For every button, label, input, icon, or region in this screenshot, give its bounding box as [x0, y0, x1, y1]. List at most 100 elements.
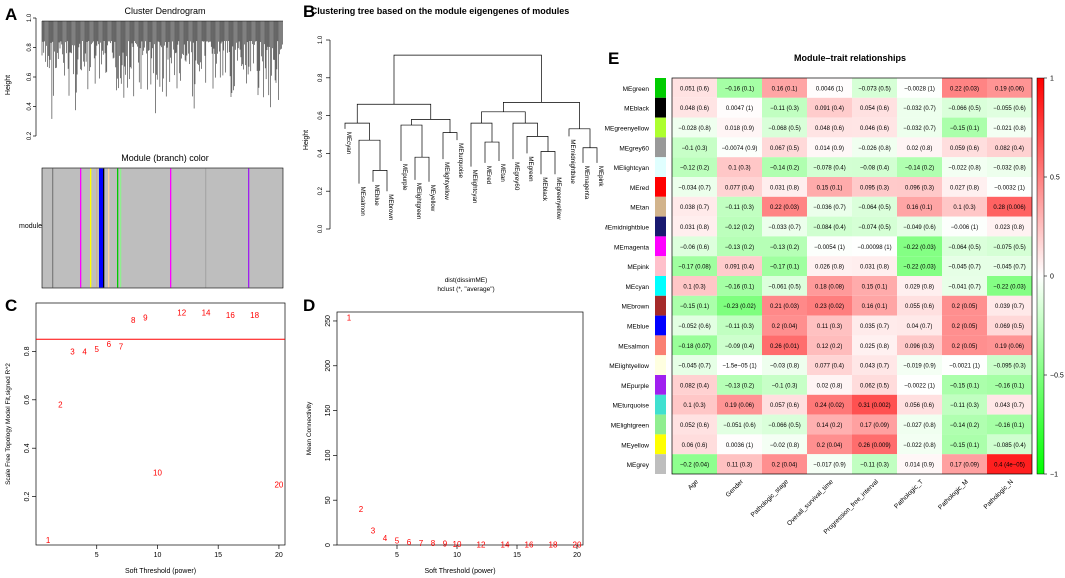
heatmap-cell — [762, 375, 807, 395]
heatmap-cell-value: 0.06 (0.6) — [682, 443, 708, 449]
tree-leaf-label: MEpink — [597, 166, 604, 188]
b-x-label-2: hclust (*, "average") — [437, 286, 494, 293]
tree-node-root — [393, 54, 542, 105]
tree-leaf-label: MEsalmon — [359, 187, 366, 217]
heatmap-cell — [717, 157, 762, 177]
panel-a-dendrogram: Cluster Dendrogram 0.2 0.4 0.6 0.8 1.0 Height M… — [5, 6, 284, 289]
module-row-name: MEred — [630, 185, 650, 192]
heatmap-cell-value: −0.075 (0.5) — [993, 245, 1026, 251]
heatmap-cell-value: 0.038 (0.7) — [680, 205, 709, 211]
panel-label-c: C — [5, 296, 18, 315]
x-tick-label: 15 — [214, 552, 222, 559]
trait-label: Pathologic_stage — [750, 478, 790, 518]
heatmap-cell — [762, 434, 807, 455]
heatmap-cell-value: −0.11 (0.3) — [725, 324, 754, 330]
module-row-label: module — [19, 223, 42, 230]
heatmap-cell — [897, 177, 942, 197]
heatmap-cell-value: 0.025 (0.8) — [860, 344, 889, 350]
heatmap-cell-value: 0.2 (0.04) — [772, 324, 798, 330]
heatmap-cell — [672, 375, 717, 395]
heatmap-cell-value: 0.069 (0.5) — [995, 324, 1024, 330]
b-y-tick-label: 0.6 — [318, 111, 324, 120]
heatmap-cell-value: 0.043 (0.7) — [860, 364, 889, 370]
a-y-tick-label: 0.6 — [27, 72, 33, 81]
heatmap-cell — [762, 117, 807, 138]
heatmap-cell-value: −0.026 (0.8) — [858, 146, 891, 152]
heatmap-cell-value: −0.052 (0.6) — [678, 324, 711, 330]
heatmap-cell — [717, 454, 762, 474]
tree-leaf-label: MEcyan — [345, 132, 352, 155]
heatmap-cell-value: −0.09 (0.4) — [725, 344, 754, 350]
heatmap-cell-value: −0.22 (0.03) — [993, 284, 1026, 290]
heatmap-cell-value: −0.02 (0.8) — [770, 443, 799, 449]
point-label: 2 — [359, 505, 364, 514]
heatmap-cell — [987, 137, 1032, 158]
heatmap-cell — [987, 216, 1032, 237]
heatmap-cell-value: 0.026 (0.8) — [815, 265, 844, 271]
heatmap-cell — [807, 97, 852, 118]
heatmap-cell-value: 0.21 (0.03) — [770, 304, 799, 310]
heatmap-cell — [762, 78, 807, 98]
heatmap-cell-value: 0.057 (0.6) — [770, 403, 799, 409]
b-y-axis-label: Height — [303, 130, 310, 150]
module-color-swatch — [655, 196, 666, 217]
point-label: 20 — [573, 541, 582, 550]
heatmap-cell — [807, 236, 852, 257]
heatmap-cell-value: −0.0028 (1) — [904, 86, 935, 92]
heatmap-cell — [897, 434, 942, 455]
heatmap-cell — [717, 117, 762, 138]
heatmap-cell-value: 0.046 (0.6) — [860, 126, 889, 132]
module-stripe — [52, 168, 54, 288]
heatmap-cell-value: 0.1 (0.3) — [683, 284, 705, 290]
heatmap-cell-value: −0.11 (0.3) — [725, 205, 754, 211]
point-label: 9 — [143, 314, 148, 323]
point-label: 3 — [70, 347, 75, 356]
heatmap-cell — [807, 196, 852, 217]
y-tick-label: 50 — [325, 496, 332, 504]
heatmap-cell-value: −0.13 (0.2) — [725, 383, 754, 389]
heatmap-cell-value: −0.16 (0.1) — [725, 284, 754, 290]
tree-leaf-label: MEbrown — [387, 194, 394, 221]
heatmap-cell — [852, 97, 897, 118]
heatmap-cell — [852, 117, 897, 138]
module-color-swatch — [655, 394, 666, 415]
heatmap-cell — [762, 414, 807, 435]
heatmap-cell — [807, 315, 852, 336]
heatmap-cell-value: −0.0021 (1) — [949, 364, 980, 370]
module-color-swatch — [655, 117, 666, 138]
heatmap-cell — [672, 355, 717, 375]
module-color-swatch — [655, 454, 666, 474]
heatmap-cell — [672, 157, 717, 177]
heatmap-cell — [717, 335, 762, 356]
heatmap-cell — [717, 78, 762, 98]
module-color-bar — [41, 167, 284, 289]
heatmap-cell — [762, 335, 807, 356]
heatmap-cell-value: 0.15 (0.1) — [862, 284, 888, 290]
point-label: 18 — [250, 311, 259, 320]
heatmap-cell — [852, 137, 897, 158]
tree-leaf-label: MEblue — [373, 185, 380, 207]
heatmap-cell — [942, 375, 987, 395]
heatmap-cell-value: 0.1 (0.3) — [683, 403, 705, 409]
tree-branch — [582, 147, 598, 163]
heatmap-cell — [807, 295, 852, 316]
legend-tick-label: −1 — [1050, 472, 1058, 479]
heatmap-cell — [672, 335, 717, 356]
heatmap-cell — [762, 236, 807, 257]
heatmap-cell — [987, 355, 1032, 375]
heatmap-cell-value: −0.019 (0.9) — [903, 364, 936, 370]
heatmap-cell-value: −0.022 (0.8) — [948, 166, 981, 172]
heatmap-cell-value: 0.16 (0.1) — [862, 304, 888, 310]
heatmap-cell — [942, 157, 987, 177]
heatmap-cell-value: −0.11 (0.3) — [770, 106, 799, 112]
heatmap-cell-value: 0.19 (0.06) — [995, 344, 1024, 350]
module-row-name: MEyellow — [621, 442, 649, 449]
heatmap-cell — [762, 454, 807, 474]
trait-label: Pathologic_N — [983, 478, 1016, 511]
panel-label-e: E — [608, 49, 620, 68]
legend-tick-label: −0.5 — [1050, 373, 1064, 380]
heatmap-cell-value: 0.15 (0.1) — [817, 185, 843, 191]
tree-branch — [481, 111, 526, 124]
module-stripe — [108, 168, 110, 288]
y-tick-label: 0.2 — [24, 492, 31, 502]
